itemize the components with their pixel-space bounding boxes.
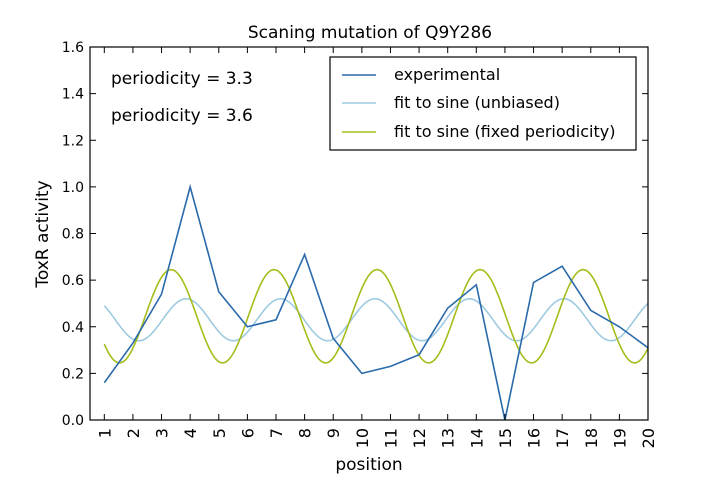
legend-label-experimental: experimental	[394, 65, 500, 84]
periodicity-annotation-unbiased: periodicity = 3.3	[111, 69, 253, 89]
x-tick-label: 4	[181, 428, 200, 438]
x-tick-label: 13	[439, 428, 458, 448]
periodicity-annotation-fixed: periodicity = 3.6	[111, 106, 253, 126]
x-tick-label: 20	[639, 428, 658, 448]
y-tick-label: 1.2	[62, 133, 84, 149]
legend-label-unbiased: fit to sine (unbiased)	[394, 93, 560, 112]
x-tick-label: 15	[496, 428, 515, 448]
x-axis-label: position	[335, 455, 402, 475]
y-tick-label: 0.6	[62, 273, 84, 289]
x-tick-label: 12	[410, 428, 429, 448]
y-tick-label: 1.6	[62, 40, 84, 56]
x-tick-label: 1	[95, 428, 114, 438]
x-tick-label: 18	[582, 428, 601, 448]
x-tick-label: 3	[153, 428, 172, 438]
y-tick-label: 0.4	[62, 320, 84, 336]
x-tick-label: 9	[324, 428, 343, 438]
x-tick-label: 8	[296, 428, 315, 438]
series-line-fit-to-sine-unbiased	[103, 297, 648, 342]
x-tick-label: 10	[353, 428, 372, 448]
series-line-experimental	[103, 183, 648, 420]
y-axis-label: ToxR activity	[33, 180, 53, 288]
series-line-fit-to-sine-fixed-periodicity	[103, 268, 648, 364]
x-tick-label: 6	[238, 428, 257, 438]
x-tick-label: 14	[467, 428, 486, 448]
y-tick-label: 0.8	[62, 227, 84, 243]
x-tick-label: 7	[267, 428, 286, 438]
x-tick-label: 5	[210, 428, 229, 438]
chart-title: Scaning mutation of Q9Y286	[248, 23, 492, 43]
legend-label-fixed: fit to sine (fixed periodicity)	[394, 122, 615, 141]
legend-box	[329, 56, 637, 151]
plot-area: 1 2 3 4 5 6 7 8 9 10 11 12 13 14 15 16 17 18 19 200.00.20.4…	[62, 40, 658, 448]
y-tick-label: 0.2	[62, 366, 84, 382]
y-tick-label: 1.4	[62, 87, 84, 103]
y-tick-label: 0.0	[62, 413, 84, 429]
legend: experimental fit to sine (unbiased) fit …	[329, 56, 637, 151]
y-tick-label: 1.0	[62, 180, 84, 196]
x-tick-label: 11	[381, 428, 400, 448]
x-tick-label: 2	[124, 428, 143, 438]
x-tick-label: 17	[553, 428, 572, 448]
x-tick-label: 19	[610, 428, 629, 448]
x-tick-label: 16	[525, 428, 544, 448]
